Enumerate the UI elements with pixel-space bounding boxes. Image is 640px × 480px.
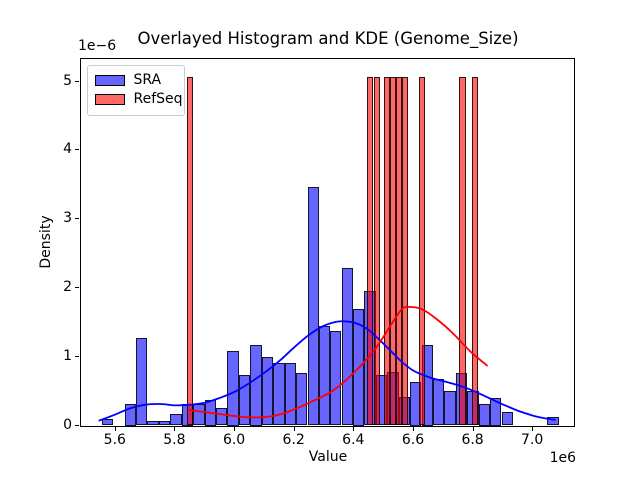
sra-histogram-bar bbox=[501, 412, 513, 426]
refseq-histogram-bar bbox=[472, 77, 479, 426]
y-tick-label: 1 bbox=[63, 347, 72, 364]
refseq-histogram-bar bbox=[367, 77, 374, 426]
y-axis-offset-label: 1e−6 bbox=[78, 38, 117, 54]
sra-histogram-bar bbox=[444, 391, 456, 426]
legend-item-sra: SRA bbox=[94, 71, 184, 90]
refseq-histogram-bar bbox=[384, 77, 391, 426]
refseq-histogram-bar bbox=[402, 77, 409, 426]
y-tick-label: 2 bbox=[63, 278, 72, 295]
x-tick-mark bbox=[114, 427, 116, 431]
y-tick-mark bbox=[75, 286, 79, 288]
x-tick-label: 6.2 bbox=[282, 431, 305, 448]
x-tick-mark bbox=[293, 427, 295, 431]
x-tick-mark bbox=[472, 427, 474, 431]
plot-area bbox=[80, 57, 575, 427]
x-tick-label: 6.8 bbox=[461, 431, 484, 448]
sra-histogram-bar bbox=[170, 413, 182, 426]
x-tick-label: 5.6 bbox=[103, 431, 126, 448]
y-tick-mark bbox=[75, 149, 79, 151]
sra-histogram-bar bbox=[318, 326, 331, 426]
refseq-histogram-bar bbox=[419, 77, 426, 426]
sra-histogram-bar bbox=[159, 420, 171, 426]
kde-curves bbox=[98, 305, 556, 421]
refseq-histogram-bar bbox=[187, 77, 194, 426]
y-tick-mark bbox=[75, 355, 79, 357]
x-tick-mark bbox=[353, 427, 355, 431]
x-axis-offset-label: 1e6 bbox=[549, 450, 576, 466]
sra-histogram-bar bbox=[295, 373, 308, 426]
refseq-kde-curve bbox=[188, 305, 488, 418]
y-tick-label: 3 bbox=[63, 210, 72, 227]
refseq-histogram-bar bbox=[373, 77, 381, 426]
sra-histogram-bar bbox=[490, 398, 502, 426]
sra-histogram-bar bbox=[215, 407, 228, 426]
sra-histogram-bar bbox=[101, 418, 114, 426]
sra-histogram-bar bbox=[193, 404, 205, 426]
x-tick-mark bbox=[234, 427, 236, 431]
sra-histogram-bar bbox=[238, 374, 251, 426]
y-tick-mark bbox=[75, 218, 79, 220]
x-tick-mark bbox=[413, 427, 414, 431]
x-tick-label: 6.0 bbox=[222, 431, 246, 448]
chart-title: Overlayed Histogram and KDE (Genome_Size… bbox=[137, 29, 519, 48]
x-tick-label: 7.0 bbox=[521, 431, 544, 448]
sra-histogram-bar bbox=[341, 267, 354, 426]
sra-histogram-bar bbox=[261, 357, 273, 426]
legend-label-sra: SRA bbox=[133, 72, 162, 88]
x-tick-mark bbox=[532, 427, 534, 431]
legend-item-refseq: RefSeq bbox=[94, 90, 184, 109]
x-axis-label: Value bbox=[308, 449, 348, 465]
y-tick-mark bbox=[75, 424, 79, 426]
refseq-histogram-bar bbox=[390, 77, 397, 426]
sra-histogram-bar bbox=[273, 362, 285, 426]
legend-label-refseq: RefSeq bbox=[133, 91, 183, 107]
refseq-histogram-bar bbox=[459, 77, 466, 426]
y-tick-mark bbox=[75, 80, 79, 82]
sra-histogram-bar bbox=[284, 362, 296, 426]
legend: SRA RefSeq bbox=[86, 65, 185, 116]
y-tick-label: 5 bbox=[63, 72, 72, 89]
refseq-color-swatch bbox=[94, 94, 125, 105]
x-tick-label: 5.8 bbox=[163, 431, 186, 448]
y-tick-label: 0 bbox=[63, 416, 72, 433]
x-tick-label: 6.4 bbox=[342, 431, 365, 448]
x-tick-label: 6.6 bbox=[401, 431, 425, 448]
sra-histogram-bar bbox=[124, 403, 137, 426]
sra-histogram-bar bbox=[307, 186, 319, 426]
sra-histogram-bar bbox=[136, 338, 148, 426]
sra-histogram-bar bbox=[330, 330, 342, 426]
histogram-bars-layer bbox=[81, 59, 574, 426]
sra-histogram-bar bbox=[250, 345, 262, 426]
sra-color-swatch bbox=[94, 75, 125, 86]
sra-kde-curve bbox=[98, 319, 556, 421]
sra-histogram-bar bbox=[147, 420, 159, 426]
sra-histogram-bar bbox=[478, 403, 490, 426]
refseq-histogram-bar bbox=[396, 77, 403, 426]
sra-histogram-bar bbox=[547, 417, 559, 426]
y-tick-label: 4 bbox=[63, 141, 72, 158]
sra-histogram-bar bbox=[227, 350, 239, 426]
x-tick-mark bbox=[174, 427, 176, 431]
